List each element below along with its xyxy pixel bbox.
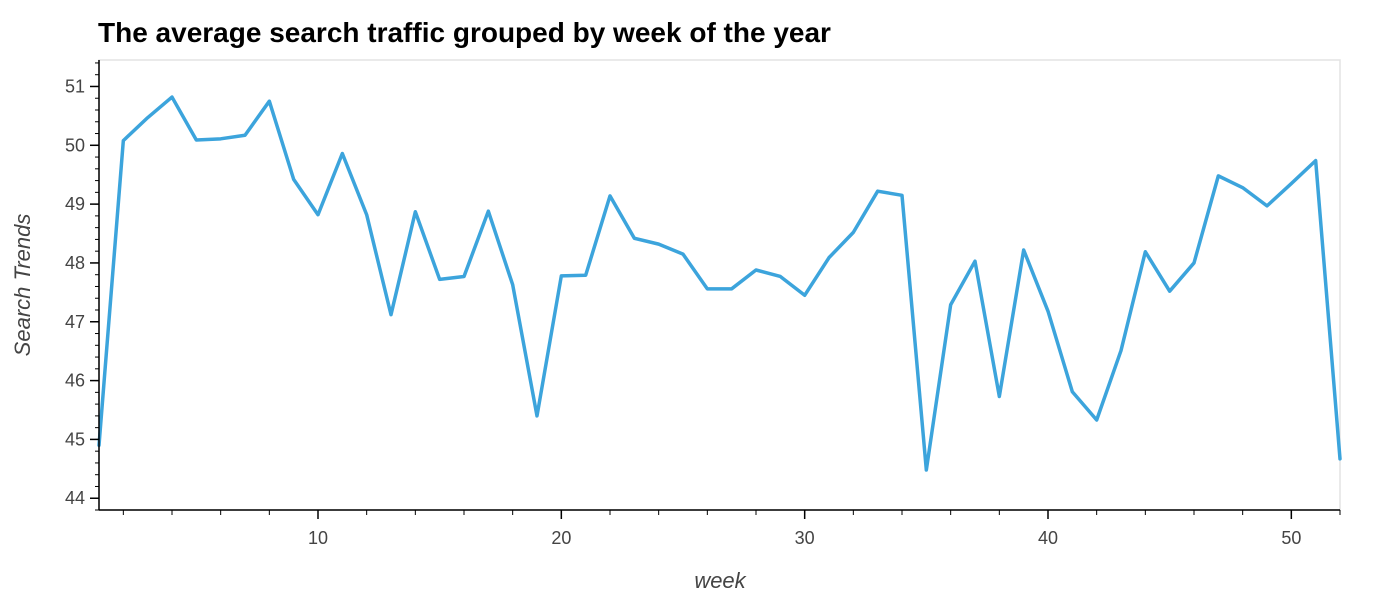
y-tick-label: 44 xyxy=(65,488,85,508)
plot-frame xyxy=(98,59,1341,511)
y-tick-label: 51 xyxy=(65,76,85,96)
y-tick-label: 45 xyxy=(65,429,85,449)
x-axis: 10 20 30 40 50 xyxy=(99,509,1341,548)
x-tick-label: 40 xyxy=(1038,528,1058,548)
x-tick-label: 10 xyxy=(308,528,328,548)
y-tick-label: 48 xyxy=(65,253,85,273)
y-axis: 44 45 46 47 48 49 50 51 xyxy=(65,60,100,511)
x-tick-label: 20 xyxy=(551,528,571,548)
y-tick-label: 49 xyxy=(65,194,85,214)
y-tick-label: 50 xyxy=(65,135,85,155)
y-axis-label: Search Trends xyxy=(10,214,35,357)
y-tick-label: 47 xyxy=(65,312,85,332)
y-tick-label: 46 xyxy=(65,371,85,391)
x-tick-label: 50 xyxy=(1281,528,1301,548)
series-layer xyxy=(97,95,1342,472)
chart-title: The average search traffic grouped by we… xyxy=(98,17,831,48)
x-tick-label: 30 xyxy=(795,528,815,548)
series-line xyxy=(97,95,1342,472)
x-axis-label: week xyxy=(694,568,746,593)
